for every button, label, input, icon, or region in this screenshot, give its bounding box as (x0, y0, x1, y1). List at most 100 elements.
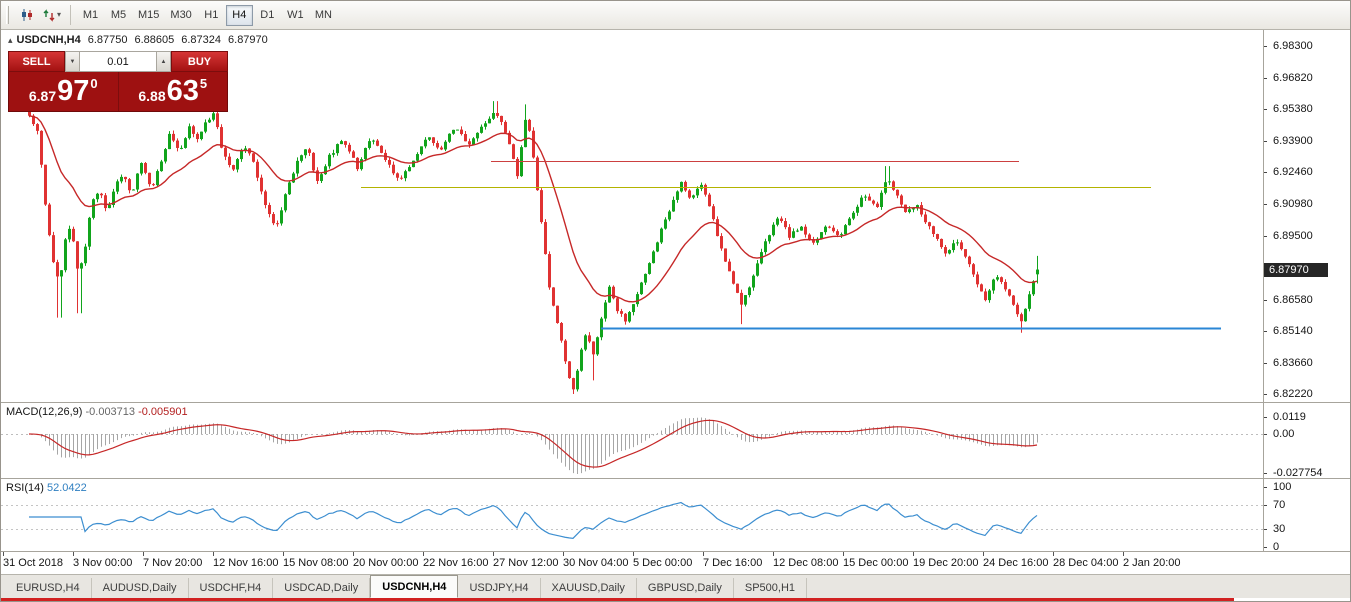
time-axis-label: 12 Nov 16:00 (213, 557, 279, 569)
scale-label: 0.0119 (1273, 411, 1306, 423)
timeframe-h1[interactable]: H1 (198, 5, 225, 26)
scale-label: 6.96820 (1273, 72, 1313, 84)
time-axis-label: 30 Nov 04:00 (563, 557, 629, 569)
timeframe-m1[interactable]: M1 (77, 5, 104, 26)
macd-main-value: -0.003713 (85, 406, 136, 418)
ask-big-figure: 6.88 (138, 88, 166, 104)
time-axis-label: 20 Nov 00:00 (353, 557, 419, 569)
scale-label: 6.82220 (1273, 388, 1313, 400)
timeframe-m5[interactable]: M5 (105, 5, 132, 26)
tab-sp500-h1[interactable]: SP500,H1 (734, 578, 808, 598)
rsi-header: RSI(14) 52.0422 (6, 482, 87, 494)
bid-big-figure: 6.87 (28, 88, 57, 104)
time-axis-label: 2 Jan 20:00 (1123, 557, 1181, 569)
time-axis-label: 24 Dec 16:00 (983, 557, 1049, 569)
scale-label: 0.00 (1273, 428, 1295, 440)
symbol-name: USDCNH,H4 (16, 34, 81, 46)
bid-fraction: 0 (90, 76, 98, 91)
symbol-header: ▴ USDCNH,H4 6.87750 6.88605 6.87324 6.87… (8, 34, 268, 46)
timeframe-mn[interactable]: MN (310, 5, 337, 26)
timeframe-w1[interactable]: W1 (282, 5, 309, 26)
pane-splitter-main-macd[interactable] (1, 402, 1350, 403)
close-value: 6.87970 (228, 34, 268, 46)
current-price-text: 6.87970 (1269, 264, 1309, 276)
buy-button[interactable]: BUY (171, 51, 228, 72)
high-value: 6.88605 (134, 34, 175, 46)
chart-icon[interactable] (15, 4, 39, 26)
current-price-badge: 6.87970 (1264, 263, 1328, 277)
time-axis-label: 15 Nov 08:00 (283, 557, 349, 569)
scale-label: 0 (1273, 541, 1280, 553)
tab-usdjpy-h4[interactable]: USDJPY,H4 (458, 578, 541, 598)
arrows-glyph (43, 8, 55, 22)
lot-decrease-button[interactable]: ▼ (65, 51, 80, 72)
scale-label: -0.027754 (1273, 467, 1323, 479)
quote-panel: 6.87 97 0 6.88 63 5 (8, 72, 228, 112)
bid-pips: 97 (57, 75, 90, 107)
macd-title: MACD(12,26,9) (6, 406, 83, 418)
time-axis-label: 31 Oct 2018 (3, 557, 63, 569)
open-value: 6.87750 (87, 34, 128, 46)
ask-pips: 63 (166, 75, 199, 107)
time-axis-label: 19 Dec 20:00 (913, 557, 979, 569)
toolbar-grip[interactable] (6, 6, 9, 24)
scale-label: 100 (1273, 481, 1292, 493)
scale-label: 6.98300 (1273, 40, 1313, 52)
rsi-value: 52.0422 (46, 482, 87, 494)
rsi-scale: 100 70 30 0 (1268, 1, 1350, 601)
scale-label: 6.93900 (1273, 135, 1313, 147)
one-click-controls: SELL ▼ ▲ BUY (8, 51, 228, 72)
sell-button[interactable]: SELL (8, 51, 65, 72)
time-axis-label: 7 Dec 16:00 (703, 557, 763, 569)
tab-usdcad-daily[interactable]: USDCAD,Daily (273, 578, 371, 598)
tab-audusd-daily[interactable]: AUDUSD,Daily (92, 578, 189, 598)
scale-label: 70 (1273, 499, 1286, 511)
scale-label: 6.89500 (1273, 230, 1313, 242)
tab-eurusd-h4[interactable]: EURUSD,H4 (5, 578, 92, 598)
bid-quote-button[interactable]: 6.87 97 0 (9, 72, 119, 111)
timeframe-h4[interactable]: H4 (225, 4, 253, 26)
bottom-strip (1, 598, 1234, 601)
one-click-toggle-icon[interactable]: ▴ (8, 34, 13, 45)
toolbar: ▾ M1 M5 M15 M30 H1 H4 D1 W1 MN (1, 1, 1350, 30)
time-axis-label: 27 Nov 12:00 (493, 557, 559, 569)
scale-label: 6.86580 (1273, 294, 1313, 306)
arrows-dropdown-icon[interactable]: ▾ (40, 4, 64, 26)
pane-splitter-rsi-axis[interactable] (1, 551, 1350, 552)
ask-fraction: 5 (199, 76, 208, 91)
chart-tab-bar: EURUSD,H4 AUDUSD,Daily USDCHF,H4 USDCAD,… (1, 574, 1350, 598)
candlestick-glyph (22, 9, 32, 21)
tab-gbpusd-daily[interactable]: GBPUSD,Daily (637, 578, 734, 598)
time-axis[interactable]: 31 Oct 2018 3 Nov 00:00 7 Nov 20:00 12 Nov … (1, 1, 1263, 601)
time-axis-label: 28 Dec 04:00 (1053, 557, 1119, 569)
price-scale[interactable]: 6.98300 6.96820 6.95380 6.93900 6.92460 6.909… (1268, 1, 1350, 601)
scale-label: 6.85140 (1273, 325, 1313, 337)
tab-usdcnh-h4[interactable]: USDCNH,H4 (370, 575, 459, 598)
time-axis-label: 5 Dec 00:00 (633, 557, 693, 569)
scale-label: 6.83660 (1273, 357, 1313, 369)
macd-scale: 0.0119 0.00 -0.027754 (1268, 1, 1350, 601)
macd-header: MACD(12,26,9) -0.003713 -0.005901 (6, 406, 188, 418)
timeframe-d1[interactable]: D1 (254, 5, 281, 26)
ask-quote-button[interactable]: 6.88 63 5 (119, 72, 228, 111)
lot-size-input[interactable] (80, 51, 156, 72)
price-scale-splitter[interactable] (1263, 30, 1264, 552)
tab-xauusd-daily[interactable]: XAUUSD,Daily (541, 578, 637, 598)
chevron-down-icon: ▾ (56, 10, 61, 19)
pane-splitter-macd-rsi[interactable] (1, 478, 1350, 479)
time-axis-label: 3 Nov 00:00 (73, 557, 133, 569)
time-axis-label: 22 Nov 16:00 (423, 557, 489, 569)
tab-usdchf-h4[interactable]: USDCHF,H4 (189, 578, 274, 598)
rsi-title: RSI(14) (6, 482, 44, 494)
scale-label: 6.92460 (1273, 166, 1313, 178)
lot-increase-button[interactable]: ▲ (156, 51, 171, 72)
time-axis-label: 7 Nov 20:00 (143, 557, 203, 569)
timeframe-m15[interactable]: M15 (133, 5, 164, 26)
scale-label: 6.90980 (1273, 198, 1313, 210)
time-axis-label: 12 Dec 08:00 (773, 557, 839, 569)
scale-label: 30 (1273, 523, 1286, 535)
macd-signal-value: -0.005901 (138, 406, 188, 418)
timeframe-m30[interactable]: M30 (165, 5, 196, 26)
